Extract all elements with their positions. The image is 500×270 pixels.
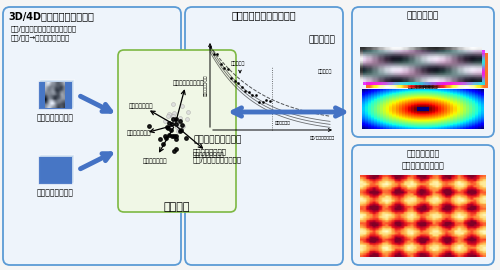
Text: 特性空間: 特性空間 [164,202,190,212]
FancyBboxPatch shape [352,7,494,137]
Text: 組織/性能を支配するパラメータの
抜出/把握→特性空間の可視化: 組織/性能を支配するパラメータの 抜出/把握→特性空間の可視化 [11,25,77,41]
Text: 3D/4D分析検証モジュール: 3D/4D分析検証モジュール [8,11,94,21]
Bar [38,156,72,184]
Text: 性能パラメータ: 性能パラメータ [127,130,152,136]
Text: 性能予測モデル: 性能予測モデル [408,81,438,88]
Bar [40,79,74,107]
Text: 数値モデル群: 数値モデル群 [407,11,439,20]
Text: データ同化: データ同化 [308,35,335,44]
Text: 原子論に基づく
物性パラメータ推定: 原子論に基づく 物性パラメータ推定 [402,149,444,170]
Text: 速度論的パラメータ: 速度論的パラメータ [193,152,224,157]
Text: 性能データベース: 性能データベース [36,188,74,197]
Text: パラメータ値/性能: パラメータ値/性能 [203,74,207,96]
Text: 組織データベース: 組織データベース [36,113,74,122]
FancyBboxPatch shape [352,145,494,265]
Text: 多次元データ駆動型予測: 多次元データ駆動型予測 [232,10,296,20]
Text: 数値モデル: 数値モデル [318,69,332,74]
Bar [40,154,74,182]
Bar [39,155,73,183]
FancyBboxPatch shape [3,7,181,265]
Text: スパースモデリング: スパースモデリング [193,135,242,144]
Text: 現在（未知）: 現在（未知） [274,121,290,125]
Bar [38,81,72,109]
Bar [39,80,73,108]
Text: 因子間の連関解析
組織/性能支配因子の抜出: 因子間の連関解析 組織/性能支配因子の抜出 [193,148,242,163]
Text: 組織パラメータ: 組織パラメータ [129,103,154,109]
Text: 熱力学的パラメータ: 熱力学的パラメータ [172,80,204,86]
Text: 組織パラメータ: 組織パラメータ [142,158,167,164]
Text: 時間/特性パラメータ: 時間/特性パラメータ [310,135,335,139]
FancyBboxPatch shape [185,7,343,265]
FancyBboxPatch shape [118,50,236,212]
Text: 組織予測モデル: 組織予測モデル [408,85,438,92]
Text: 観測データ: 観測データ [231,60,245,66]
